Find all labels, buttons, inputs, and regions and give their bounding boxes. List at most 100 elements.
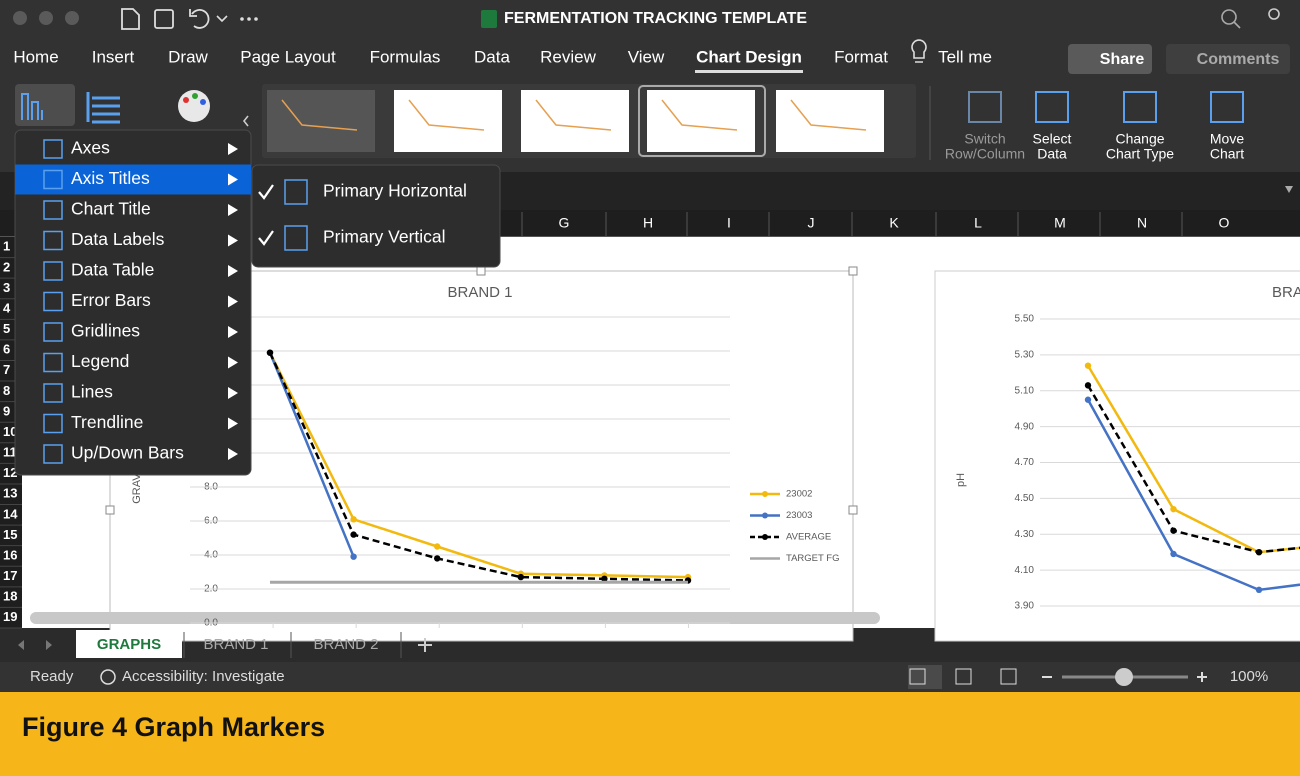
add-chart-element-button[interactable]	[15, 84, 75, 126]
selection-handle[interactable]	[848, 505, 858, 515]
column-header[interactable]: G	[559, 215, 570, 231]
row-header[interactable]: 12	[3, 465, 17, 480]
ribbon-button-label[interactable]: Move	[1210, 131, 1244, 147]
ribbon-button-icon[interactable]	[968, 91, 1002, 123]
column-header[interactable]: H	[643, 215, 653, 231]
window-close[interactable]	[13, 11, 27, 25]
active-sheet-tab[interactable]	[76, 630, 182, 658]
search-icon[interactable]	[1221, 9, 1237, 25]
row-header[interactable]: 16	[3, 547, 17, 562]
column-header[interactable]: J	[808, 215, 815, 231]
row-header[interactable]: 7	[3, 362, 10, 377]
ribbon-button-label[interactable]: Select	[1033, 131, 1072, 147]
ribbon-tab[interactable]: Tell me	[938, 47, 992, 66]
ribbon-button-label[interactable]: Chart Type	[1106, 146, 1174, 162]
row-header[interactable]: 1	[3, 239, 10, 254]
selection-handle[interactable]	[105, 505, 115, 515]
menu-item[interactable]: Trendline	[71, 412, 143, 432]
ribbon-button-label[interactable]: Switch	[964, 131, 1005, 147]
row-header[interactable]: 6	[3, 342, 10, 357]
menu-item[interactable]: Gridlines	[71, 321, 140, 341]
ribbon-button-label[interactable]: Data	[1037, 146, 1067, 162]
row-header[interactable]: 2	[3, 259, 10, 274]
row-header[interactable]: 14	[3, 506, 18, 521]
horizontal-scrollbar[interactable]	[30, 612, 880, 624]
more-icon[interactable]	[240, 17, 258, 21]
menu-item[interactable]: Data Labels	[71, 229, 165, 249]
menu-item[interactable]: Data Table	[71, 260, 154, 280]
ribbon-tab[interactable]: Page Layout	[240, 47, 336, 66]
gallery-prev[interactable]	[242, 115, 249, 127]
ribbon-tab[interactable]: Home	[13, 47, 58, 66]
submenu-item[interactable]: Primary Vertical	[323, 227, 446, 247]
menu-item[interactable]: Axes	[71, 138, 110, 158]
ribbon-tab[interactable]: Formulas	[370, 47, 441, 66]
row-header[interactable]: 9	[3, 403, 10, 418]
sheet-tab[interactable]: BRAND 1	[203, 636, 268, 653]
row-header[interactable]: 18	[3, 589, 17, 604]
ribbon-button-icon[interactable]	[1035, 91, 1069, 123]
row-header[interactable]: 4	[3, 300, 11, 315]
window-minimize[interactable]	[39, 11, 53, 25]
zoom-thumb[interactable]	[1115, 668, 1133, 686]
menu-item[interactable]: Axis Titles	[71, 168, 150, 188]
sheet-tab[interactable]: GRAPHS	[97, 636, 161, 653]
ribbon-tab[interactable]: Format	[834, 47, 888, 66]
column-header[interactable]: N	[1137, 215, 1147, 231]
selection-handle[interactable]	[476, 266, 486, 276]
column-header[interactable]: K	[889, 215, 899, 231]
menu-item[interactable]: Chart Title	[71, 199, 151, 219]
selection-handle[interactable]	[848, 266, 858, 276]
menu-item[interactable]: Legend	[71, 351, 129, 371]
chart-style-thumbnail[interactable]	[521, 90, 629, 152]
share-button[interactable]	[1068, 44, 1152, 74]
menu-item[interactable]: Error Bars	[71, 290, 151, 310]
page-layout-view[interactable]	[955, 668, 972, 685]
row-header[interactable]: 17	[3, 568, 17, 583]
status-accessibility[interactable]: Accessibility: Investigate	[122, 668, 285, 685]
ribbon-button-label[interactable]: Chart	[1210, 146, 1244, 162]
add-sheet[interactable]	[418, 638, 432, 652]
chart-style-thumbnail[interactable]	[267, 90, 375, 152]
account-icon[interactable]	[1268, 8, 1280, 20]
window-zoom[interactable]	[65, 11, 79, 25]
zoom-in[interactable]	[1197, 672, 1207, 682]
zoom-level[interactable]: 100%	[1230, 668, 1268, 685]
column-header[interactable]: O	[1219, 215, 1230, 231]
ribbon-button-label[interactable]: Row/Column	[945, 146, 1025, 162]
sheet-tab[interactable]: BRAND 2	[313, 636, 378, 653]
page-break-view[interactable]	[1000, 668, 1017, 685]
row-header[interactable]: 13	[3, 486, 17, 501]
menu-item[interactable]: Up/Down Bars	[71, 443, 184, 463]
chart-style-thumbnail[interactable]	[647, 90, 755, 152]
quick-layout-icon[interactable]	[86, 92, 120, 124]
ribbon-button-icon[interactable]	[1123, 91, 1157, 123]
ribbon-button-icon[interactable]	[1210, 91, 1244, 123]
row-header[interactable]: 11	[3, 445, 17, 460]
row-header[interactable]: 3	[3, 280, 10, 295]
undo-icon[interactable]	[189, 9, 210, 29]
undo-dropdown[interactable]	[216, 15, 228, 23]
column-header[interactable]: L	[974, 215, 982, 231]
submenu-item[interactable]: Primary Horizontal	[323, 181, 467, 201]
ribbon-tab[interactable]: Chart Design	[696, 47, 802, 66]
row-header[interactable]: 8	[3, 383, 10, 398]
row-header[interactable]: 10	[3, 424, 17, 439]
row-header[interactable]: 5	[3, 321, 10, 336]
ribbon-tab[interactable]: Insert	[92, 47, 135, 66]
ribbon-button-label[interactable]: Change	[1115, 131, 1164, 147]
save-icon[interactable]	[154, 9, 174, 29]
ribbon-tab[interactable]: Draw	[168, 47, 208, 66]
column-header[interactable]: I	[727, 215, 731, 231]
menu-item[interactable]: Lines	[71, 382, 113, 402]
ribbon-tab[interactable]: View	[628, 47, 665, 66]
new-icon[interactable]	[121, 8, 140, 30]
row-header[interactable]: 19	[3, 609, 17, 624]
ribbon-tab[interactable]: Data	[474, 47, 510, 66]
row-header[interactable]: 15	[3, 527, 17, 542]
comments-button[interactable]	[1166, 44, 1290, 74]
chart-style-thumbnail[interactable]	[394, 90, 502, 152]
column-header[interactable]: M	[1054, 215, 1066, 231]
chart-style-thumbnail[interactable]	[776, 90, 884, 152]
ribbon-tab[interactable]: Review	[540, 47, 596, 66]
